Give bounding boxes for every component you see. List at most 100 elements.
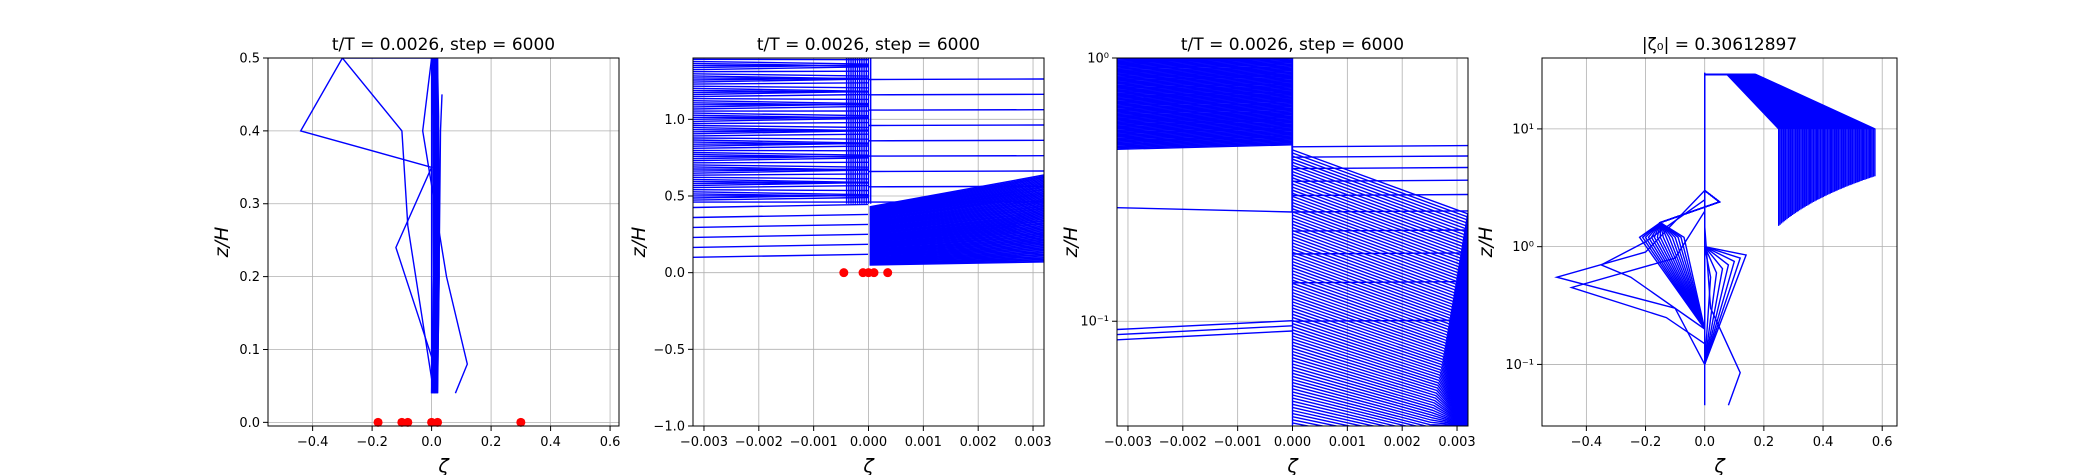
series-line (1292, 357, 1468, 426)
series-line (1292, 319, 1468, 322)
x-tick-label: −0.2 (356, 435, 388, 450)
grid (268, 57, 619, 426)
series-line (869, 209, 1044, 232)
series-line (693, 133, 869, 137)
series-line (1292, 252, 1468, 255)
grid (1542, 58, 1897, 426)
x-axis-label: ζ (1286, 455, 1299, 475)
series-line (1117, 77, 1293, 84)
series-line (693, 70, 869, 73)
series-line (693, 157, 869, 162)
series-line (869, 231, 1044, 246)
series-line (1117, 79, 1293, 85)
series-line (1117, 73, 1293, 80)
series-line (1117, 111, 1293, 117)
series-line (1117, 115, 1293, 122)
series-line (869, 256, 1044, 263)
series-line (869, 215, 1044, 236)
series-line (1117, 60, 1293, 67)
series-line (869, 189, 1044, 218)
data-point (869, 268, 879, 278)
series-line (869, 179, 1044, 211)
series-line (693, 213, 869, 219)
series-line (693, 178, 869, 184)
series-line (299, 58, 433, 358)
series-line (1117, 136, 1293, 142)
x-tick-label: 0.4 (540, 435, 561, 450)
y-axis-label: z/H (1060, 227, 1082, 259)
series-line (1117, 103, 1293, 109)
panel-1: −0.4 −0.2 0.0 0.2 0.4 0.6 0.0 0.1 0.2 0.3 0.4 0.5 t/… (211, 35, 620, 475)
series-line (1117, 108, 1293, 115)
markers (839, 268, 893, 278)
series-line (421, 58, 469, 394)
series-line (869, 242, 1044, 253)
series-line (1117, 96, 1293, 103)
series-line (869, 239, 1044, 252)
series-line (869, 254, 1044, 262)
series-line (693, 60, 869, 65)
x-tick-label: 0.6 (1872, 435, 1893, 450)
series-line (869, 214, 1044, 235)
series-line (1117, 85, 1293, 92)
x-tick-label: 0.0 (421, 435, 442, 450)
series-line (1117, 87, 1293, 93)
series-line (1554, 190, 1706, 365)
x-tick-label: 0.2 (481, 435, 502, 450)
y-axis-label: z/H (628, 227, 650, 259)
series-line (869, 238, 1044, 251)
x-tick-label: 0.002 (960, 435, 997, 450)
series-line (1117, 117, 1293, 124)
series-line (869, 185, 1044, 216)
y-tick-label: 0.0 (239, 416, 260, 431)
series-line (1117, 65, 1293, 72)
series-line (1292, 155, 1468, 158)
series-line (1292, 372, 1468, 426)
series-line (868, 185, 1044, 188)
series-line (869, 200, 1044, 226)
series-line (869, 181, 1044, 213)
x-tick-label: −0.4 (1571, 435, 1603, 450)
panel-3: −0.003 −0.002 −0.001 0.000 0.001 0.002 0.003 10… (1060, 35, 1476, 475)
y-tick-label: 0.5 (239, 52, 260, 67)
series-line (693, 78, 869, 83)
series-line (693, 164, 869, 168)
panel-4: −0.4 −0.2 0.0 0.2 0.4 0.6 10⁻¹ 10⁰ 10¹ |ζ₀| = 0.3… (1475, 35, 1898, 475)
series-lines (1117, 58, 1468, 426)
data-point (403, 417, 413, 427)
series-line (1117, 101, 1293, 108)
series-line (869, 247, 1044, 257)
series-line (693, 66, 869, 71)
series-line (1117, 99, 1293, 106)
series-line (1117, 66, 1293, 73)
series-line (1117, 100, 1293, 107)
data-point (433, 417, 443, 427)
x-tick-label: −0.001 (1214, 435, 1262, 450)
series-line (869, 228, 1044, 244)
series-line (1292, 363, 1468, 426)
series-line (1292, 366, 1468, 426)
series-line (1117, 90, 1293, 97)
series-line (869, 193, 1044, 221)
series-line (1117, 112, 1293, 118)
x-tick-label: 0.000 (850, 435, 887, 450)
series-line (1117, 137, 1293, 144)
series-line (693, 75, 869, 80)
y-tick-label: 0.3 (239, 197, 260, 212)
series-line (1117, 128, 1293, 134)
series-line (869, 176, 1044, 210)
series-line (1117, 71, 1293, 77)
series-line (693, 176, 869, 180)
series-line (869, 222, 1044, 240)
axes-frame (267, 57, 620, 427)
series-line (693, 189, 869, 192)
series-line (1292, 409, 1468, 426)
series-line (433, 58, 439, 394)
series-line (1292, 378, 1468, 426)
x-tick-label: 0.6 (600, 435, 621, 450)
series-line (1658, 189, 1721, 330)
series-line (693, 126, 869, 132)
series-line (1117, 104, 1293, 111)
series-line (693, 141, 869, 145)
series-line (869, 253, 1044, 261)
